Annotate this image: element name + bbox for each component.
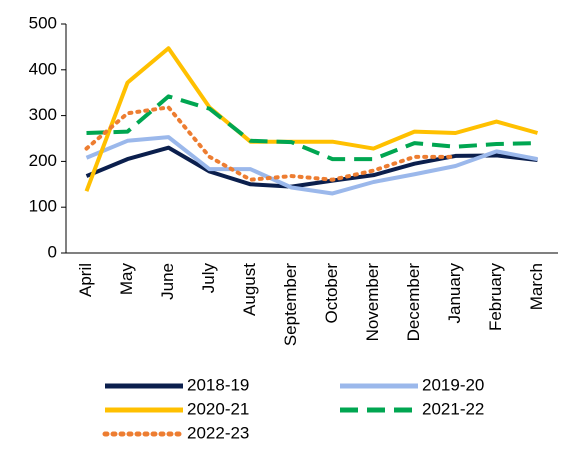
y-tick-label: 300 [29, 105, 57, 124]
x-tick-label: March [527, 263, 546, 310]
y-tick-label: 200 [29, 151, 57, 170]
legend-label: 2022-23 [187, 423, 249, 442]
x-tick-label: June [158, 263, 177, 300]
legend-label: 2018-19 [187, 375, 249, 394]
y-tick-label: 400 [29, 59, 57, 78]
y-tick-label: 0 [48, 242, 57, 261]
legend-label: 2019-20 [422, 375, 484, 394]
y-tick-label: 500 [29, 13, 57, 32]
legend-label: 2020-21 [187, 399, 249, 418]
x-tick-label: November [363, 263, 382, 342]
legend-label: 2021-22 [422, 399, 484, 418]
x-tick-label: October [322, 263, 341, 324]
series-line [86, 94, 538, 162]
x-tick-label: January [445, 263, 464, 324]
series-line [84, 46, 539, 192]
x-tick-label: February [486, 263, 505, 332]
x-tick-label: September [281, 263, 300, 346]
x-tick-label: August [240, 263, 259, 316]
series-line [85, 135, 538, 196]
y-tick-label: 100 [29, 197, 57, 216]
x-tick-label: December [404, 263, 423, 342]
series-line [84, 105, 458, 182]
x-tick-label: May [117, 263, 136, 296]
series-line [85, 145, 538, 189]
x-tick-label: July [199, 263, 218, 294]
x-tick-label: April [76, 263, 95, 297]
